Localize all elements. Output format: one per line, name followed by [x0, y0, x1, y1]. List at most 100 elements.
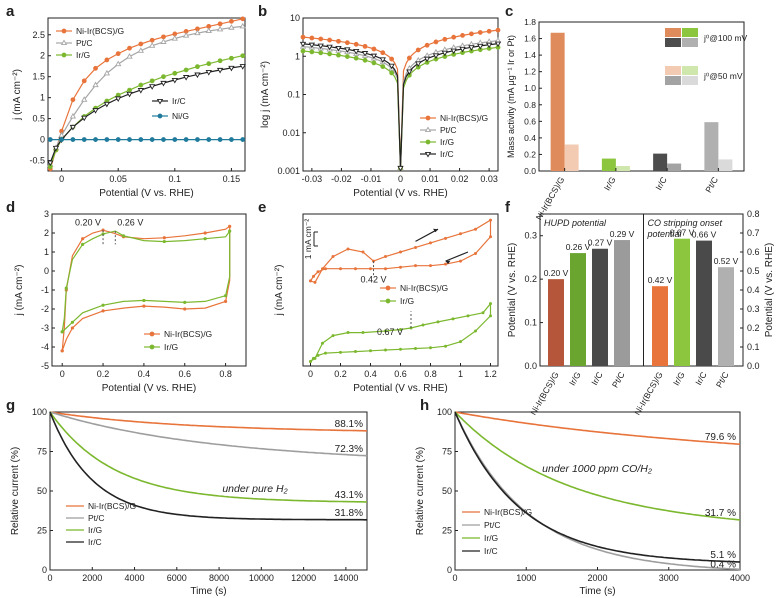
data-point: [228, 24, 235, 30]
x-tick-label: Ir/C: [653, 175, 669, 192]
data-point: [138, 137, 144, 142]
data-point: [205, 70, 212, 76]
data-point: [399, 250, 402, 254]
x-tick-label: Pt/C: [703, 175, 720, 194]
series-line: [454, 411, 741, 571]
data-point: [299, 41, 307, 48]
x-tick-label: 0.6: [178, 369, 191, 379]
bar: [550, 32, 565, 172]
x-tick-label: 0.4: [364, 369, 377, 379]
data-point: [309, 35, 315, 41]
data-point: [126, 91, 133, 98]
data-point: [309, 359, 312, 363]
bar: [653, 153, 668, 171]
y-tick-label: 1: [295, 51, 300, 61]
data-point: [194, 29, 201, 36]
data-point: [115, 60, 122, 67]
data-point: [70, 137, 76, 142]
legend-label: Pt/C: [484, 520, 501, 530]
y-tick-label: 0.3: [747, 304, 760, 314]
bar: [614, 240, 630, 366]
data-point: [414, 347, 417, 351]
y-tick-label: 1.5: [32, 72, 45, 82]
x-tick-label: 0: [59, 174, 64, 184]
data-point: [60, 39, 68, 46]
data-point: [59, 137, 64, 142]
data-point: [47, 137, 53, 142]
x-tick-label: 0: [47, 573, 52, 583]
legend-label: Ir/G: [76, 50, 90, 60]
data-point: [183, 137, 189, 142]
y-tick-label: 0: [40, 135, 45, 145]
data-point: [149, 331, 155, 337]
annotation-label: 0.42 V: [360, 274, 386, 284]
bar-value-label: 0.66 V: [692, 230, 717, 240]
legend-swatch: [665, 28, 681, 37]
data-point: [70, 326, 75, 330]
y-tick-label: 0.0: [524, 361, 537, 371]
x-tick-label: 0.8: [219, 369, 232, 379]
data-point: [459, 232, 462, 236]
data-point: [388, 63, 395, 70]
x-axis-label: Time (s): [579, 586, 615, 597]
y-tick-label: 0.5: [747, 266, 760, 276]
data-point: [223, 299, 228, 303]
data-point: [485, 38, 493, 44]
data-point: [489, 314, 492, 318]
x-tick-label: Ni-Ir(BCS)/G: [528, 370, 561, 417]
data-point: [327, 51, 332, 57]
data-point: [60, 349, 64, 353]
legend-label: Ir/G: [440, 137, 454, 147]
data-point: [477, 43, 484, 50]
data-point: [81, 78, 87, 84]
data-point: [149, 344, 155, 350]
data-point: [216, 67, 224, 74]
data-point: [115, 96, 122, 102]
data-point: [425, 139, 431, 145]
data-point: [424, 126, 432, 133]
y-tick-label: 2: [40, 51, 45, 61]
x-tick-label: 0: [452, 573, 457, 583]
y-tick-label: 75: [37, 447, 47, 457]
y-axis-label: Potential (V vs. RHE): [507, 243, 518, 337]
data-point: [148, 42, 156, 48]
y-tick-label: 0.0: [747, 361, 760, 371]
x-tick-label: 0.15: [223, 174, 241, 184]
group-title: HUPD potential: [544, 218, 607, 228]
x-tick-label: -0.03: [302, 174, 323, 184]
data-point: [47, 160, 54, 167]
y-tick-label: 2: [44, 228, 49, 238]
x-tick-label: 0.05: [109, 174, 127, 184]
data-point: [217, 58, 223, 64]
data-point: [362, 57, 368, 63]
data-point: [415, 61, 422, 67]
data-point: [240, 137, 246, 142]
data-point: [432, 53, 440, 59]
data-point: [58, 131, 65, 138]
data-point: [61, 52, 67, 58]
legend-swatch: [665, 66, 681, 75]
x-tick-label: 0.03: [480, 174, 498, 184]
data-point: [300, 34, 306, 40]
x-tick-label: 4000: [730, 573, 750, 583]
y-tick-label: 0.1: [287, 90, 300, 100]
x-tick-label: 0: [308, 369, 313, 379]
data-point: [389, 56, 395, 62]
data-point: [148, 84, 156, 90]
bar-value-label: 0.67 V: [670, 228, 695, 238]
bar: [696, 240, 712, 366]
data-point: [324, 267, 327, 271]
data-point: [389, 70, 395, 76]
group-title: CO stripping onset: [648, 218, 723, 228]
y-tick-label: 0: [447, 565, 452, 575]
x-tick-label: Ni-Ir(BCS)/G: [534, 175, 567, 222]
data-point: [414, 264, 417, 268]
data-point: [469, 31, 474, 37]
data-point: [149, 37, 155, 43]
data-point: [421, 323, 425, 327]
panel-g-chart: 0 2000 4000 6000 8000 10000 12000 14000 0 25 50 75 1…: [10, 407, 368, 597]
data-point: [344, 54, 350, 59]
legend-swatch: [682, 38, 698, 47]
legend-label: Ir/G: [88, 525, 102, 535]
